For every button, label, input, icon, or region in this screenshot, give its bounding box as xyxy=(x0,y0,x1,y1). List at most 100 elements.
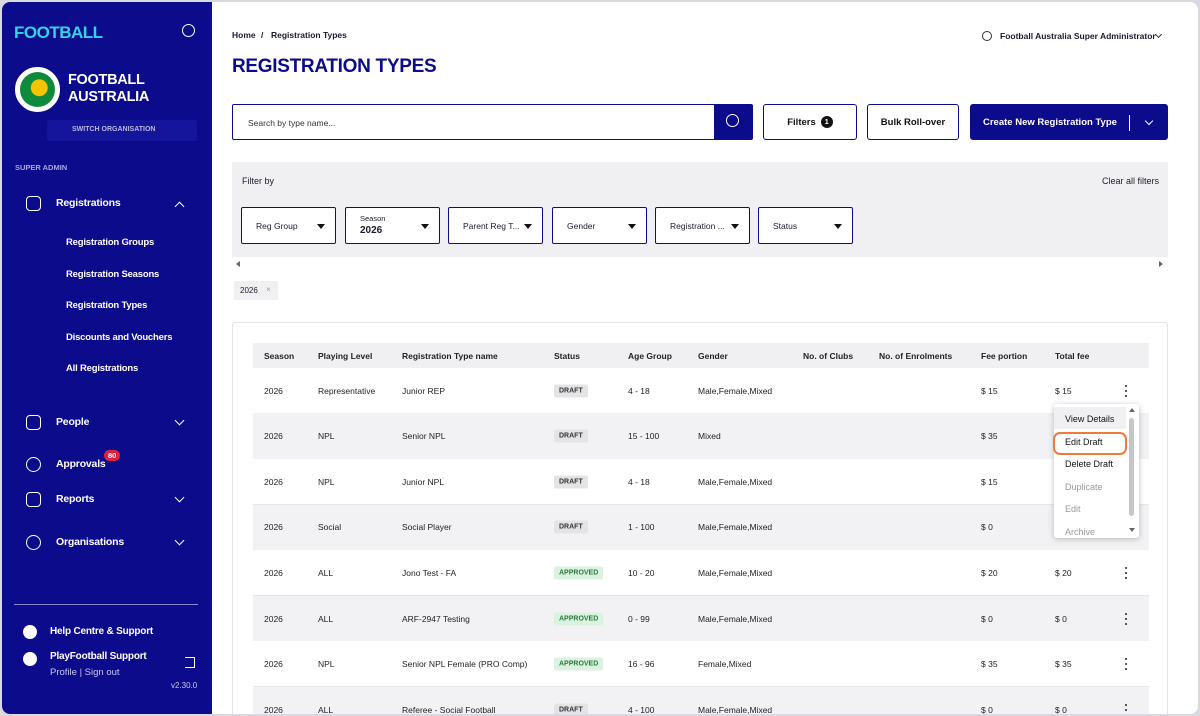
nav-sub-item[interactable]: Registration Types xyxy=(66,300,148,312)
menu-item[interactable]: Edit Draft xyxy=(1065,436,1103,447)
table-cell: Male,Female,Mixed xyxy=(698,704,773,714)
table-cell: Social xyxy=(318,522,342,533)
table-cell: Male,Female,Mixed xyxy=(698,476,773,487)
status-badge: DRAFT xyxy=(554,520,588,534)
breadcrumb-sep: / xyxy=(261,30,264,40)
table-cell: Junior NPL xyxy=(402,476,445,487)
breadcrumb: Registration Types xyxy=(271,30,347,40)
table-cell: 2026 xyxy=(264,704,283,714)
menu-item: Edit xyxy=(1065,504,1081,514)
filter-dropdown[interactable]: Season 2026 xyxy=(345,207,440,244)
nav-item[interactable]: Reports xyxy=(56,493,95,505)
search-button[interactable] xyxy=(714,105,752,139)
help-link[interactable]: Help Centre & Support xyxy=(50,626,154,637)
column-header: Registration Type name xyxy=(402,351,498,361)
table-cell: 4 - 18 xyxy=(628,476,650,487)
menu-item[interactable]: View Details xyxy=(1065,414,1115,424)
filters-count: 1 xyxy=(820,116,833,128)
table-cell: 2026 xyxy=(264,431,283,442)
table-cell: Senior NPL xyxy=(402,431,446,442)
filter-dropdown[interactable]: Parent Reg T... xyxy=(448,207,543,244)
dot xyxy=(1125,576,1127,579)
switch-org[interactable]: SWITCH ORGANISATION xyxy=(47,120,197,141)
table-cell: 1 - 100 xyxy=(628,522,655,533)
user-chevron xyxy=(1154,30,1163,39)
row-actions[interactable] xyxy=(1121,703,1131,714)
row-actions[interactable] xyxy=(1121,657,1131,671)
scroll-right xyxy=(1159,261,1163,267)
nav-item[interactable]: People xyxy=(56,416,90,428)
status-badge: APPROVED xyxy=(554,657,604,671)
dot xyxy=(1125,571,1127,574)
dot xyxy=(1125,617,1127,620)
filter-dropdown[interactable]: Status xyxy=(758,207,853,244)
column-header: Age Group xyxy=(628,351,672,361)
bulk-rollover-button[interactable]: Bulk Roll-over xyxy=(867,104,959,140)
menu-highlight xyxy=(1053,431,1127,455)
table-cell: Social Player xyxy=(402,522,452,533)
nav-chevron xyxy=(174,535,185,546)
table-cell: $ 20 xyxy=(981,567,998,578)
table-cell: 15 - 100 xyxy=(628,431,660,442)
menu-item[interactable]: Delete Draft xyxy=(1065,459,1114,469)
row-actions[interactable] xyxy=(1121,612,1131,626)
nav-icon xyxy=(26,457,41,472)
nav-sub-item[interactable]: All Registrations xyxy=(66,363,139,375)
filter-dropdown[interactable]: Gender xyxy=(552,207,647,244)
create-button[interactable]: Create New Registration Type xyxy=(970,104,1168,140)
table-cell: $ 35 xyxy=(981,431,998,442)
table-cell: Referee - Social Football xyxy=(402,704,496,714)
filters-button[interactable]: Filters 1 xyxy=(763,104,857,140)
search-icon xyxy=(726,114,739,127)
dot xyxy=(1125,658,1127,661)
table-cell: $ 0 xyxy=(981,522,993,533)
dropdown-label: Reg Group xyxy=(256,221,298,231)
help-icon xyxy=(23,625,37,639)
filter-dropdown[interactable]: Reg Group xyxy=(241,207,336,244)
nav-icon xyxy=(26,196,41,211)
table-cell: 2026 xyxy=(264,522,283,533)
dropdown-label: Gender xyxy=(567,221,596,231)
dropdown-caret xyxy=(524,224,532,229)
status-badge: APPROVED xyxy=(554,566,604,580)
filter-dropdown[interactable]: Registration ... xyxy=(655,207,750,244)
table-cell: Jono Test - FA xyxy=(402,567,457,578)
user-name: PlayFootball Support xyxy=(50,651,147,662)
section-label: SUPER ADMIN xyxy=(15,163,68,172)
dot xyxy=(1125,663,1127,666)
org-logo xyxy=(15,67,60,112)
table-cell: 2026 xyxy=(264,659,283,670)
table-cell: $ 0 xyxy=(981,704,993,714)
nav-item[interactable]: Registrations xyxy=(56,197,121,209)
clear-filters[interactable]: Clear all filters xyxy=(1101,176,1159,186)
table-header xyxy=(253,343,1149,368)
search-box[interactable]: Search by type name... xyxy=(232,104,753,140)
menu-scroll-down xyxy=(1129,528,1135,532)
nav-sub-item[interactable]: Registration Seasons xyxy=(66,268,160,280)
menu-scroll-up xyxy=(1129,408,1135,412)
filter-chip[interactable]: 2026 × xyxy=(234,281,278,300)
nav-item[interactable]: Organisations xyxy=(56,536,124,548)
nav-item[interactable]: Approvals xyxy=(56,458,106,470)
table-cell: $ 15 xyxy=(981,476,998,487)
table-row-bg xyxy=(253,413,1149,459)
table-cell: Senior NPL Female (PRO Comp) xyxy=(402,659,528,670)
nav-sub-item[interactable]: Discounts and Vouchers xyxy=(66,331,173,343)
nav-sub-item[interactable]: Registration Groups xyxy=(66,237,155,248)
org-name: AUSTRALIA xyxy=(68,89,150,105)
dot xyxy=(1125,612,1127,615)
dropdown-caret xyxy=(834,224,842,229)
status-badge: DRAFT xyxy=(554,703,588,714)
status-badge: DRAFT xyxy=(554,475,588,489)
row-actions[interactable] xyxy=(1121,384,1131,398)
breadcrumb[interactable]: Home xyxy=(232,30,256,40)
user-links[interactable]: Profile | Sign out xyxy=(50,667,120,678)
column-header: No. of Clubs xyxy=(803,351,854,361)
table-row-bg xyxy=(253,595,1149,642)
row-actions[interactable] xyxy=(1121,566,1131,580)
table-cell: 2026 xyxy=(264,476,283,487)
table-card: Season Playing Level Registration Type nam… xyxy=(232,322,1168,714)
user-menu[interactable]: Football Australia Super Administrator xyxy=(1000,31,1156,41)
